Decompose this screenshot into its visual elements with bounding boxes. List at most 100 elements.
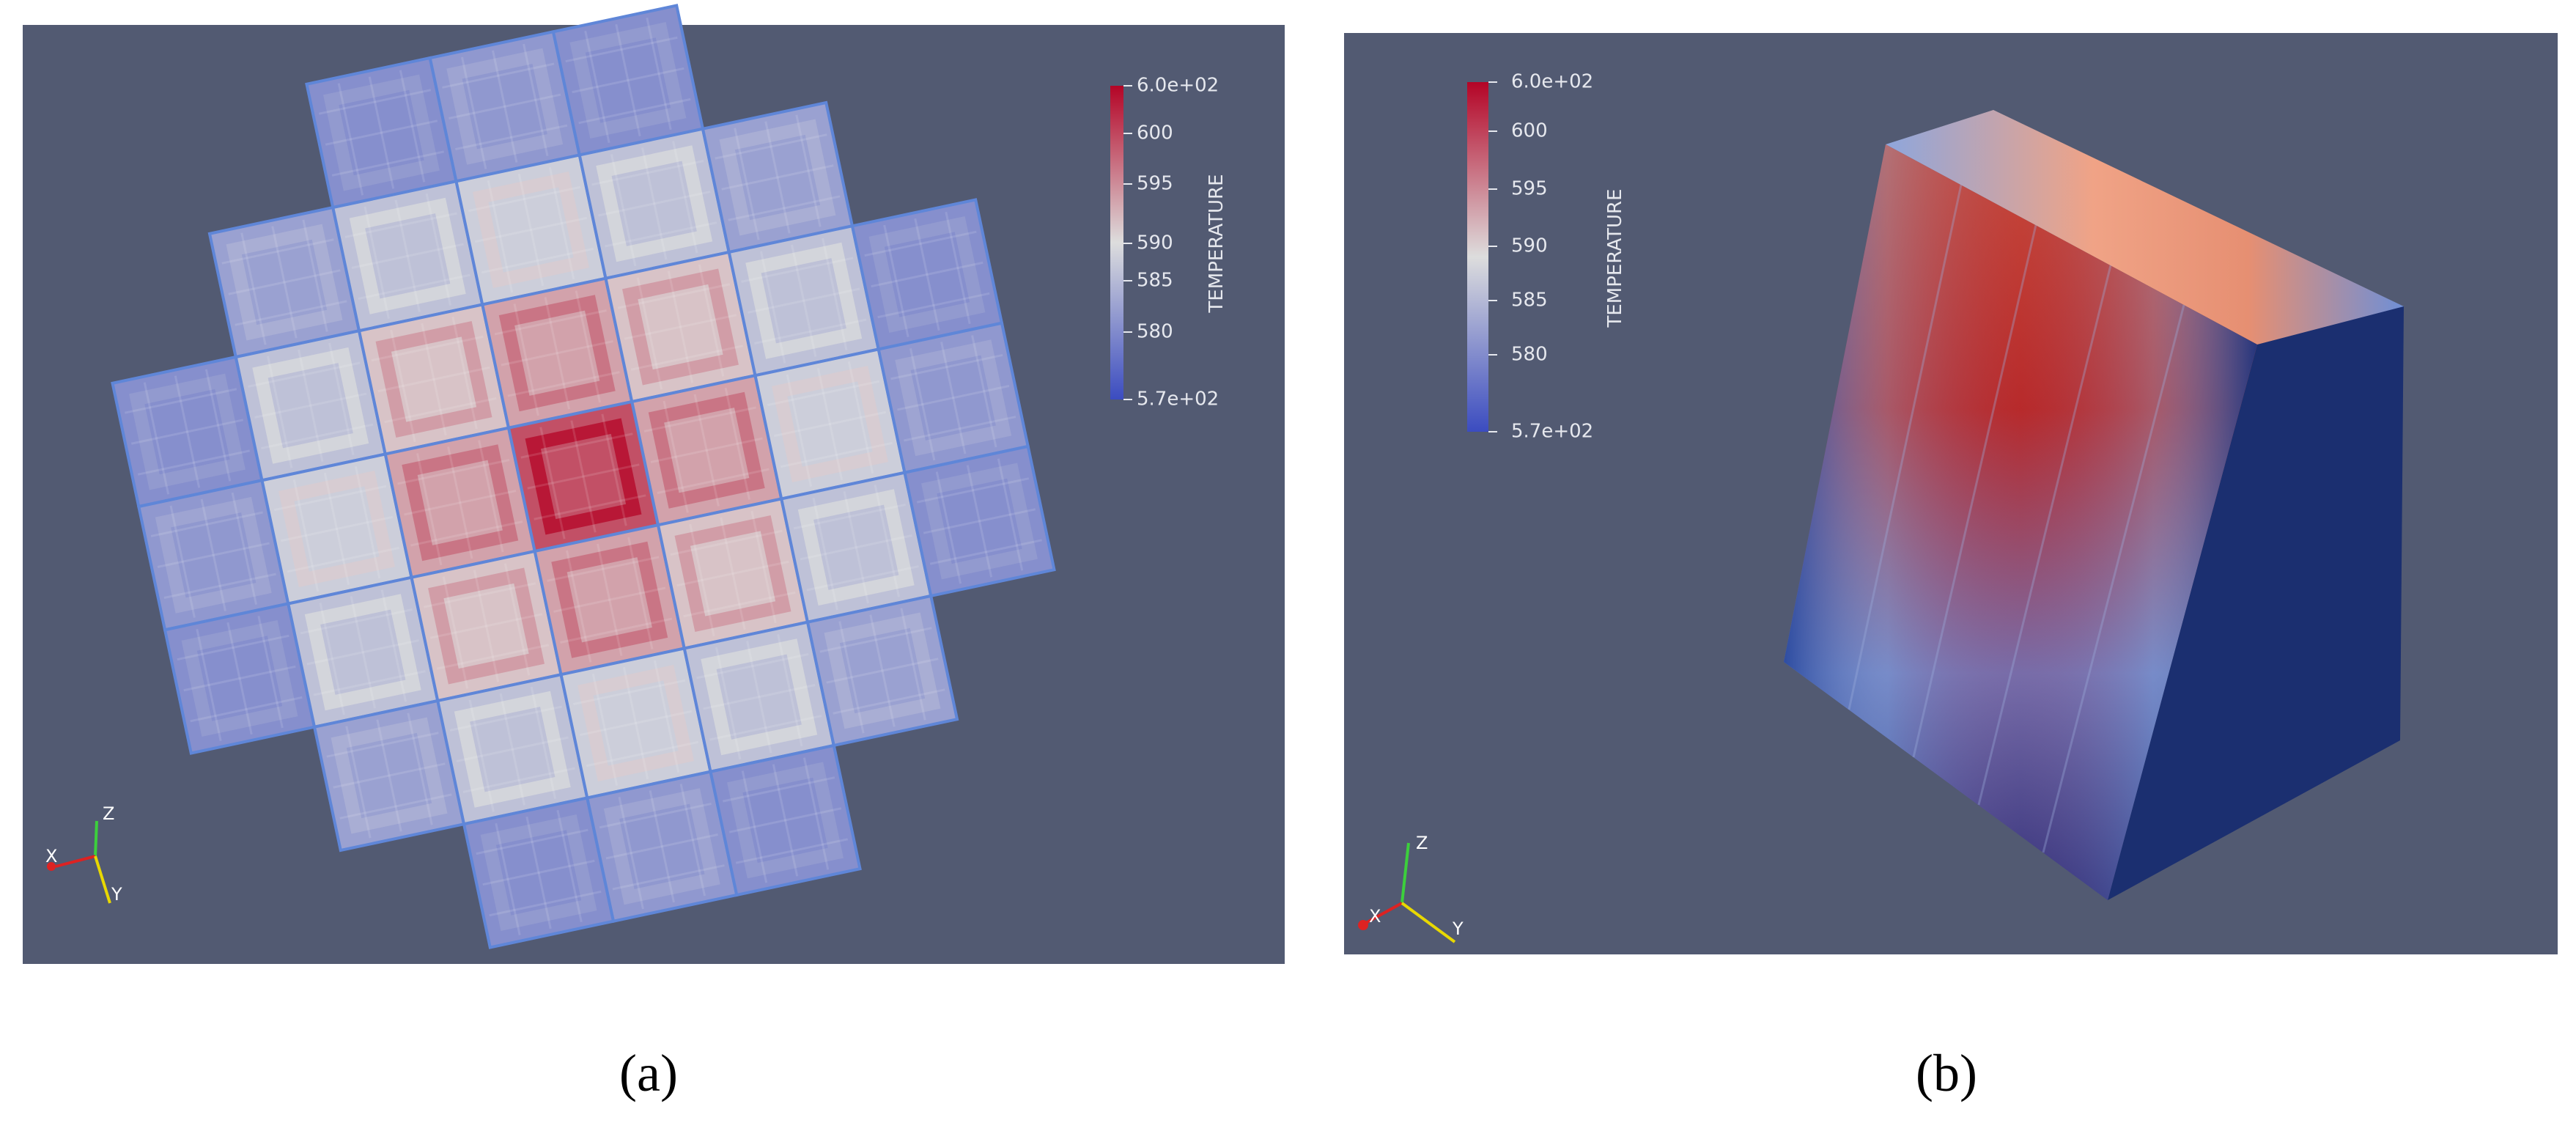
assembly-ring xyxy=(648,391,765,509)
pin-line xyxy=(929,539,1043,565)
assembly-ring xyxy=(323,74,440,191)
pin-line xyxy=(328,342,355,455)
pin-line xyxy=(802,757,830,870)
caption: (a) xyxy=(619,1044,678,1102)
pin-line xyxy=(447,446,473,559)
pin-line xyxy=(806,565,919,592)
pin-line xyxy=(407,713,433,825)
pin-line xyxy=(354,465,381,579)
pin-line xyxy=(676,560,789,587)
caption: (b) xyxy=(1916,1044,1977,1102)
pin-line xyxy=(556,809,583,923)
pin-line xyxy=(231,492,258,605)
pin-line xyxy=(196,628,222,742)
pin-line xyxy=(481,247,594,274)
assembly-ring xyxy=(278,471,395,587)
assembly-ring xyxy=(454,691,571,808)
colorbar-labels: 6.0e+02 600 595 590 585 580 5.7e+02 xyxy=(1488,71,1593,443)
pin-line xyxy=(226,622,253,735)
axis-label: Y xyxy=(1452,918,1464,939)
pin-line xyxy=(326,732,439,758)
pin-line xyxy=(527,463,640,490)
pin-line xyxy=(280,515,394,542)
assembly-ring xyxy=(895,339,1012,457)
colorbar-label: 600 xyxy=(1511,120,1548,142)
pin-line xyxy=(363,206,390,319)
pin-line xyxy=(177,634,289,661)
pin-line xyxy=(630,345,744,371)
pin-line xyxy=(591,673,619,787)
pin-line xyxy=(489,890,602,917)
pin-line xyxy=(449,705,562,732)
pin-line xyxy=(547,556,660,582)
pin-line xyxy=(624,314,737,340)
pin-line xyxy=(350,596,376,709)
pin-line xyxy=(292,479,320,592)
assembly-ring xyxy=(674,515,791,632)
pin-line xyxy=(351,243,464,269)
pin-line xyxy=(456,736,569,762)
assembly-ring xyxy=(727,762,844,879)
assembly-ring xyxy=(331,717,448,834)
pin-line xyxy=(492,50,518,163)
assembly-ring xyxy=(596,145,713,262)
assembly-ring xyxy=(155,496,272,614)
pin-line xyxy=(298,349,324,462)
axes-triad: Z X Y xyxy=(1358,833,1464,943)
pin-line xyxy=(715,133,827,160)
assembly-ring xyxy=(304,594,421,711)
pin-line xyxy=(399,70,426,183)
pin-line xyxy=(476,828,588,855)
axis-label: X xyxy=(45,846,57,866)
pin-line xyxy=(468,185,581,213)
pin-line xyxy=(689,523,715,637)
pin-line xyxy=(302,219,328,332)
pin-line xyxy=(572,67,684,94)
pin-line xyxy=(499,693,525,806)
pin-line xyxy=(627,537,654,649)
assembly-ring xyxy=(569,22,687,139)
pin-line xyxy=(741,770,768,883)
pin-line xyxy=(696,652,809,680)
pin-line xyxy=(904,416,1016,442)
pin-line xyxy=(877,292,990,319)
pin-line xyxy=(323,472,350,586)
assembly-ring xyxy=(446,48,564,165)
pin-line xyxy=(822,238,848,350)
pin-line xyxy=(715,647,742,760)
pin-line xyxy=(150,511,263,537)
pin-line xyxy=(812,498,838,611)
assembly-ring xyxy=(349,197,466,314)
pin-line xyxy=(345,726,372,839)
pin-line xyxy=(643,406,756,432)
pin-line xyxy=(683,591,796,618)
colorbar-labels: 6.0e+02 600 595 590 585 580 5.7e+02 xyxy=(1123,75,1219,410)
colorbar xyxy=(1467,82,1488,432)
pin-line xyxy=(487,180,514,293)
assembly-ring xyxy=(525,418,642,535)
pin-line xyxy=(615,23,641,137)
assembly-ring xyxy=(577,665,694,781)
pin-line xyxy=(591,160,704,186)
pin-line xyxy=(786,374,813,487)
colorbar xyxy=(1110,86,1123,400)
pin-line xyxy=(429,613,543,639)
pin-line xyxy=(612,864,725,891)
pin-line xyxy=(826,658,939,684)
assembly-ring xyxy=(603,788,720,905)
pin-line xyxy=(507,371,620,397)
pin-line xyxy=(339,793,452,820)
pin-line xyxy=(636,277,663,390)
pin-line xyxy=(914,218,940,331)
pin-line xyxy=(940,342,967,454)
pin-line xyxy=(833,688,945,715)
pin-line xyxy=(474,216,588,243)
pin-line xyxy=(622,666,649,780)
assembly-ring xyxy=(226,224,343,341)
pin-line xyxy=(605,221,717,248)
pin-line xyxy=(344,212,457,238)
pin-line xyxy=(248,361,361,388)
pin-line xyxy=(257,615,284,729)
